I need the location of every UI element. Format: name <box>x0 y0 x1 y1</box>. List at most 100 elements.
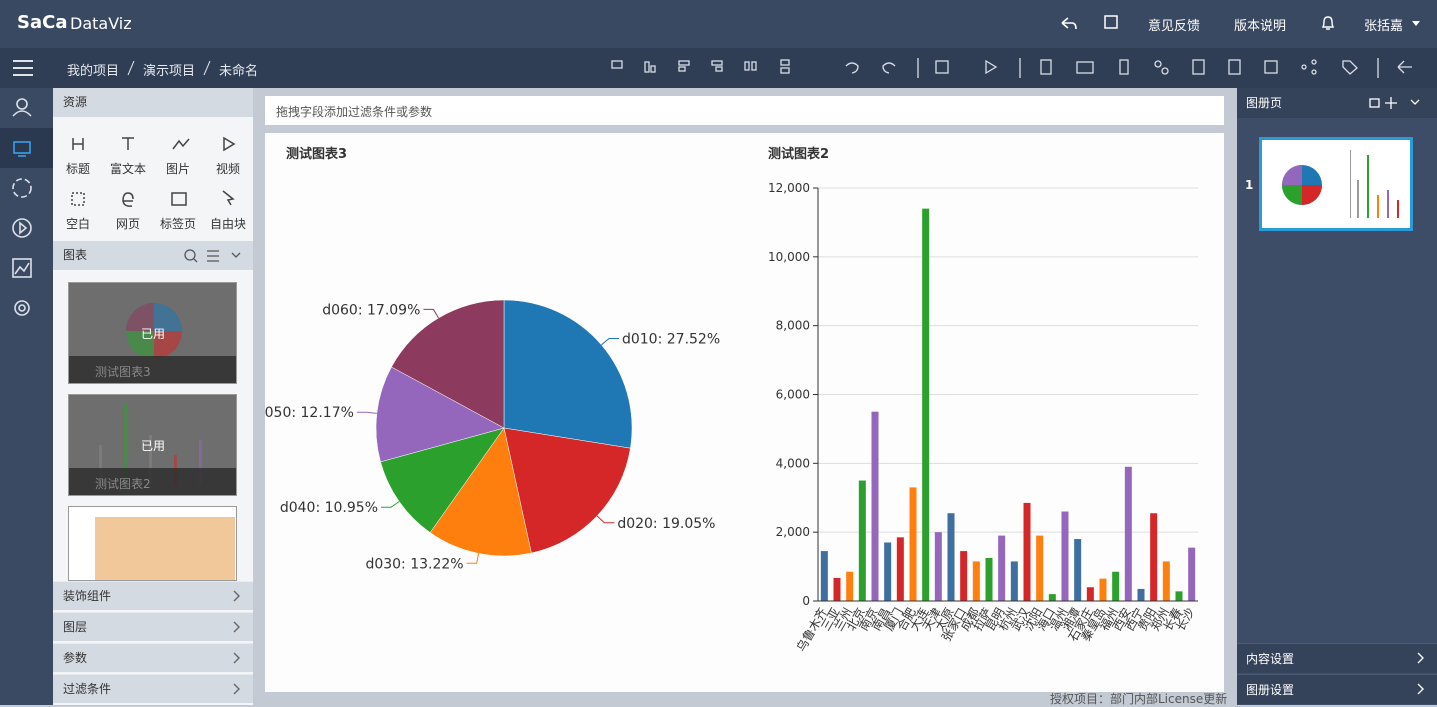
bar <box>1023 502 1031 601</box>
pie-slice <box>503 427 631 554</box>
bar <box>1124 466 1132 601</box>
thumb-preview <box>69 303 236 383</box>
chart-thumbnail[interactable] <box>68 506 237 581</box>
bar <box>960 551 968 601</box>
pie-label: d050: 12.17% <box>265 405 354 421</box>
bar <box>1162 561 1170 601</box>
crumb-separator <box>203 60 211 76</box>
label-line <box>596 515 615 524</box>
pie-slice <box>375 366 505 463</box>
bar <box>1074 539 1082 601</box>
bar <box>884 542 892 601</box>
bar <box>1010 561 1018 601</box>
crumb-separator <box>127 60 135 76</box>
settings-header[interactable]: 图册设置 <box>1237 674 1437 704</box>
chart-title: 测试图表3 <box>286 146 347 162</box>
pie-label: d040: 10.95% <box>280 500 378 516</box>
bar <box>947 513 955 601</box>
chart-panel-tools[interactable] <box>181 249 243 263</box>
y-tick-label: 12,000 <box>768 181 810 195</box>
resource-item[interactable]: 自由块 <box>209 217 246 231</box>
version-link[interactable]: 版本说明 <box>1234 19 1287 34</box>
pie-label: d030: 13.22% <box>365 556 463 572</box>
resource-icons <box>71 136 236 207</box>
resource-item[interactable]: 标题 <box>65 162 90 176</box>
toolbar: 我的项目 演示项目 未命名 <box>0 48 1437 88</box>
breadcrumb: 我的项目 演示项目 未命名 <box>67 60 258 79</box>
chart-thumbnail[interactable]: 已用 测试图表3 <box>68 282 237 384</box>
bar <box>1086 587 1094 601</box>
top-bar: SaCa DataViz 意见反馈 版本说明 张括嘉 <box>0 0 1437 48</box>
left-panel: 资源 标题 富文本 图片 视频 空白 网页 标签页 自由块 图表 已用 测试图表3 已用 测试… <box>53 88 253 705</box>
y-tick-label: 0 <box>802 594 810 608</box>
page-preview <box>1282 150 1399 218</box>
bar <box>833 577 841 601</box>
resource-item[interactable]: 网页 <box>115 217 140 231</box>
filter-bar[interactable]: 拖拽字段添加过滤条件或参数 <box>265 96 1224 125</box>
resource-item[interactable]: 空白 <box>65 217 90 231</box>
nav-icons[interactable] <box>12 96 42 328</box>
y-tick-label: 2,000 <box>776 525 810 539</box>
resource-item[interactable]: 标签页 <box>159 217 196 231</box>
chart-card: 测试图表3 d010: 27.52% d020: 19.05% d030: 13.22… <box>265 133 1224 692</box>
used-badge: 已用 <box>141 439 166 453</box>
right-panel: 图册页 1 内容设置 图册设置 <box>1237 88 1437 705</box>
license-footer: 授权项目：部门内部License更新 <box>1050 692 1228 706</box>
label-line <box>423 308 439 319</box>
user-name[interactable]: 张括嘉 <box>1364 19 1404 34</box>
album-header: 图册页 <box>1237 88 1437 118</box>
thumb-preview <box>69 403 236 495</box>
bar <box>1036 535 1044 601</box>
user-caret <box>1412 21 1420 26</box>
album-tools[interactable] <box>1369 96 1429 110</box>
top-icons <box>1061 15 1118 30</box>
chevron <box>233 683 240 695</box>
thumb-name: 测试图表2 <box>95 477 151 491</box>
y-tick-label: 6,000 <box>776 388 810 402</box>
resource-item[interactable]: 富文本 <box>109 162 146 176</box>
bar <box>972 561 980 601</box>
chevron <box>233 652 240 664</box>
settings-header[interactable]: 内容设置 <box>1237 643 1437 673</box>
filter-hint: 拖拽字段添加过滤条件或参数 <box>276 105 433 119</box>
bar <box>858 480 866 601</box>
bell-icon[interactable] <box>1320 15 1336 31</box>
bar <box>1150 513 1158 601</box>
y-tick-label: 10,000 <box>768 250 810 264</box>
page-number: 1 <box>1245 178 1254 192</box>
chart-thumbnail[interactable]: 已用 测试图表2 <box>68 394 237 496</box>
section-header[interactable]: 装饰组件 <box>53 581 253 610</box>
feedback-link[interactable]: 意见反馈 <box>1148 19 1201 34</box>
bar <box>1137 588 1145 601</box>
label-line <box>356 411 377 414</box>
album-page-thumb[interactable] <box>1259 137 1413 231</box>
used-badge: 已用 <box>141 327 166 341</box>
crumb: 未命名 <box>219 64 259 79</box>
label-line <box>381 501 400 508</box>
toolbar-icons[interactable] <box>600 58 1420 78</box>
label-line <box>601 337 619 346</box>
chevron <box>233 621 240 633</box>
bar <box>934 532 942 601</box>
menu-icon[interactable] <box>13 59 33 77</box>
album-title: 图册页 <box>1246 96 1283 110</box>
bar <box>922 208 930 601</box>
resource-item[interactable]: 视频 <box>215 162 240 176</box>
panel-header: 资源 <box>53 88 253 117</box>
label-line <box>466 553 480 564</box>
section-header[interactable]: 过滤条件 <box>53 674 253 703</box>
section-header[interactable]: 图层 <box>53 612 253 641</box>
pie-slice <box>391 299 505 429</box>
crumb[interactable]: 我的项目 <box>67 64 120 79</box>
section-header[interactable]: 参数 <box>53 643 253 672</box>
crumb[interactable]: 演示项目 <box>143 64 196 79</box>
bar <box>846 571 854 601</box>
bar <box>1112 571 1120 601</box>
y-tick-label: 8,000 <box>776 319 810 333</box>
bar <box>909 487 917 601</box>
resource-item[interactable]: 图片 <box>165 162 190 176</box>
pie-label: d060: 17.09% <box>322 302 420 318</box>
bar <box>1175 591 1183 601</box>
resource-items: 标题 富文本 图片 视频空白 网页 标签页 自由块 <box>53 160 253 240</box>
bar <box>1188 547 1196 601</box>
